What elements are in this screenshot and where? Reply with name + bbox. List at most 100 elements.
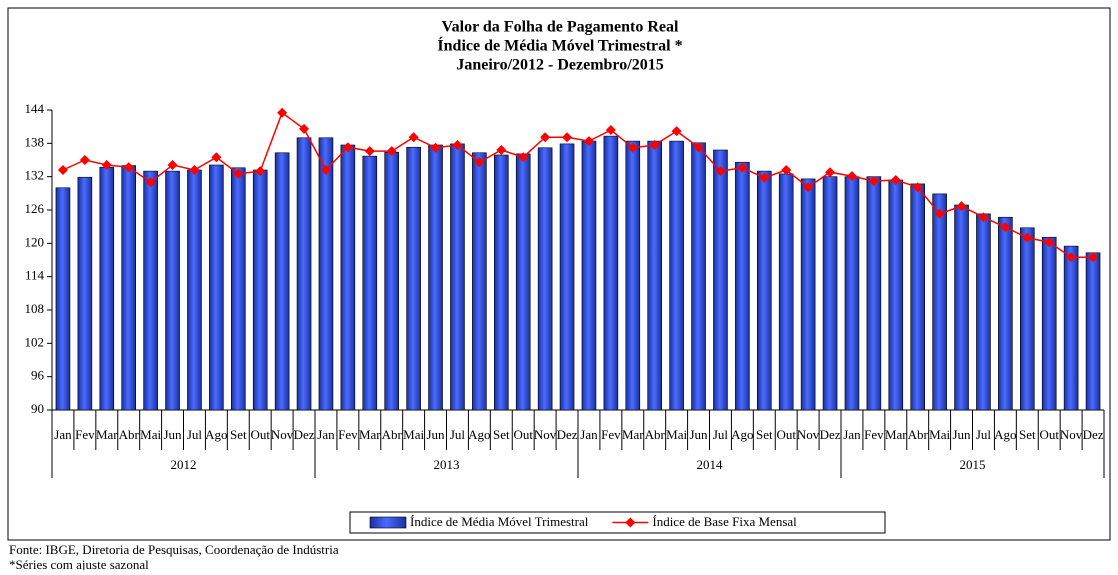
bar bbox=[976, 213, 991, 411]
x-tick-label: Set bbox=[1019, 427, 1036, 442]
line-marker bbox=[167, 160, 178, 170]
line-marker bbox=[890, 175, 901, 185]
bar bbox=[603, 135, 619, 411]
line-marker bbox=[364, 146, 375, 157]
x-tick-label: Fev bbox=[338, 427, 358, 442]
line-marker bbox=[189, 165, 200, 175]
line-marker bbox=[759, 172, 770, 183]
line-marker bbox=[868, 176, 879, 187]
bar bbox=[559, 143, 575, 411]
bar bbox=[669, 140, 684, 411]
bar bbox=[1085, 252, 1101, 411]
bar bbox=[428, 144, 443, 411]
line-marker bbox=[386, 146, 397, 157]
line-marker bbox=[211, 152, 222, 163]
bar bbox=[406, 146, 421, 411]
line-marker bbox=[803, 182, 814, 193]
x-tick-label: Jun bbox=[164, 427, 183, 442]
bar bbox=[910, 183, 926, 411]
line-marker bbox=[342, 142, 353, 153]
x-tick-label: Jan bbox=[580, 427, 598, 442]
line-marker bbox=[978, 212, 989, 223]
bar bbox=[713, 149, 728, 411]
x-tick-label: Mar bbox=[622, 427, 644, 442]
line-marker bbox=[934, 208, 945, 219]
line-marker bbox=[1000, 222, 1011, 233]
line-marker bbox=[912, 182, 923, 193]
line-marker bbox=[255, 166, 266, 177]
x-tick-label: Jul bbox=[187, 427, 203, 442]
line-marker bbox=[825, 167, 836, 178]
bar bbox=[1041, 236, 1057, 411]
line-marker bbox=[1044, 237, 1055, 248]
bar bbox=[384, 151, 400, 411]
x-tick-label: Jan bbox=[54, 427, 72, 442]
bar bbox=[318, 137, 334, 411]
x-tick-label: Jun bbox=[953, 427, 972, 442]
y-tick-label: 114 bbox=[25, 268, 45, 283]
x-tick-label: Jul bbox=[976, 427, 992, 442]
chart-title: Janeiro/2012 - Dezembro/2015 bbox=[456, 57, 663, 74]
bar bbox=[998, 216, 1013, 411]
x-tick-label: Dez bbox=[820, 427, 841, 442]
group-label: 2014 bbox=[697, 457, 724, 472]
y-tick-label: 108 bbox=[25, 301, 45, 316]
line-marker bbox=[277, 107, 288, 118]
x-tick-label: Mai bbox=[929, 427, 950, 442]
y-tick-label: 144 bbox=[25, 101, 45, 116]
x-tick-label: Dez bbox=[557, 427, 578, 442]
x-tick-label: Nov bbox=[534, 427, 557, 442]
line-marker bbox=[430, 142, 441, 153]
x-tick-label: Out bbox=[776, 427, 796, 442]
x-tick-label: Mar bbox=[96, 427, 118, 442]
bar bbox=[822, 176, 838, 411]
bar bbox=[340, 144, 356, 411]
bar bbox=[647, 140, 663, 411]
y-tick-label: 132 bbox=[25, 168, 45, 183]
line-marker bbox=[299, 123, 310, 134]
bar bbox=[515, 153, 531, 411]
footnote: Fonte: IBGE, Diretoria de Pesquisas, Coo… bbox=[9, 542, 339, 557]
line-marker bbox=[79, 155, 90, 165]
x-tick-label: Jul bbox=[450, 427, 466, 442]
x-tick-label: Ago bbox=[205, 427, 227, 442]
line-marker bbox=[1022, 232, 1033, 243]
x-tick-label: Fev bbox=[75, 427, 95, 442]
x-tick-label: Fev bbox=[601, 427, 621, 442]
line-marker bbox=[1066, 252, 1077, 263]
line-marker bbox=[452, 140, 463, 150]
y-tick-label: 90 bbox=[31, 401, 44, 416]
x-tick-label: Nov bbox=[797, 427, 820, 442]
bar bbox=[209, 164, 224, 411]
bar bbox=[450, 143, 465, 411]
bar bbox=[274, 152, 290, 411]
bar bbox=[800, 178, 816, 411]
line-marker bbox=[57, 165, 68, 175]
bar bbox=[55, 187, 71, 411]
footnote: *Séries com ajuste sazonal bbox=[9, 557, 149, 570]
line-marker bbox=[715, 166, 726, 177]
x-tick-label: Nov bbox=[1060, 427, 1083, 442]
y-tick-label: 120 bbox=[25, 234, 45, 249]
line-marker bbox=[233, 168, 244, 179]
line-marker bbox=[562, 132, 573, 143]
line-marker bbox=[671, 126, 682, 137]
chart-title: Índice de Média Móvel Trimestral * bbox=[437, 36, 682, 55]
x-tick-label: Set bbox=[230, 427, 247, 442]
line-marker bbox=[496, 145, 507, 155]
x-tick-label: Nov bbox=[271, 427, 294, 442]
group-label: 2012 bbox=[171, 457, 197, 472]
line-marker bbox=[474, 157, 485, 168]
bar bbox=[581, 140, 597, 411]
bar bbox=[932, 193, 947, 411]
y-tick-label: 96 bbox=[31, 368, 45, 383]
bar bbox=[756, 170, 772, 411]
x-tick-label: Mai bbox=[140, 427, 161, 442]
y-tick-label: 102 bbox=[25, 334, 45, 349]
line-marker bbox=[123, 162, 134, 173]
legend-swatch bbox=[369, 516, 407, 529]
line-marker bbox=[956, 201, 967, 212]
line-marker bbox=[408, 132, 419, 143]
x-tick-label: Ago bbox=[994, 427, 1016, 442]
x-tick-label: Abr bbox=[645, 427, 666, 442]
